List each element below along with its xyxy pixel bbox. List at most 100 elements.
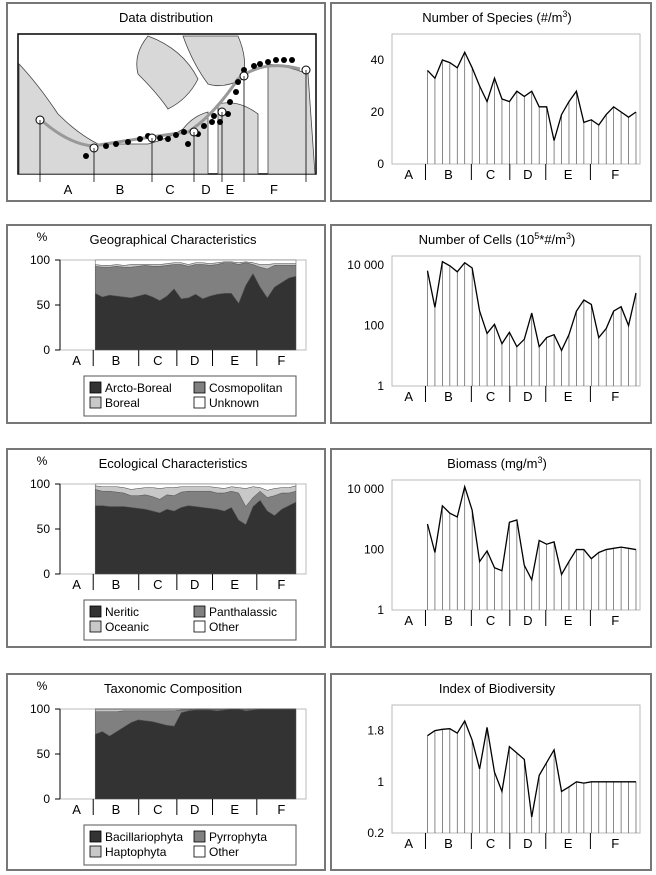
map-segment-label-d: D — [201, 182, 210, 197]
y-tick-label: 100 — [30, 477, 50, 491]
legend-box — [83, 375, 297, 417]
y-tick-label: 0 — [43, 792, 50, 806]
segment-label-b: B — [444, 389, 453, 404]
map-panel: Data distribution A B C D E F — [6, 2, 326, 202]
y-tick-label: 1.8 — [367, 724, 384, 738]
station-dot — [181, 129, 187, 135]
chart-title: Index of Biodiversity — [439, 681, 556, 696]
legend-label: Panthalassic — [209, 605, 277, 619]
segment-label-c: C — [153, 577, 162, 592]
segment-label-a: A — [404, 389, 413, 404]
y-tick-label: 100 — [30, 253, 50, 267]
segment-label-f: F — [611, 613, 619, 628]
segment-label-a: A — [72, 802, 81, 817]
station-dot — [273, 57, 279, 63]
segment-label-e: E — [564, 613, 573, 628]
legend-swatch — [193, 605, 206, 618]
legend-swatch — [193, 845, 206, 858]
map-segment-label-f: F — [270, 182, 278, 197]
segment-label-b: B — [444, 167, 453, 182]
map-segment-label-a: A — [64, 182, 73, 197]
geo-panel: Geographical Characteristics% 0 50 100 A B C D E… — [6, 224, 326, 424]
segment-label-b: B — [444, 836, 453, 851]
tax-chart: Taxonomic Composition% 0 50 100 A B C D E F Bacill… — [30, 679, 307, 866]
segment-label-c: C — [153, 353, 162, 368]
route-line — [39, 64, 301, 148]
data-line — [426, 484, 637, 582]
chart-title: Number of Species (#/m3) — [422, 9, 572, 25]
station-dot — [217, 119, 223, 125]
segment-label-f: F — [277, 577, 285, 592]
y-tick-label: 1 — [377, 603, 384, 617]
chart-title: Ecological Characteristics — [99, 456, 248, 471]
segment-label-d: D — [523, 613, 532, 628]
station-dot — [157, 135, 163, 141]
station-dot — [289, 57, 295, 63]
geo-chart: Geographical Characteristics% 0 50 100 A B C D E… — [30, 230, 307, 417]
cells-chart: Number of Cells (105*#/m3) 1 100 10 000 A B C D… — [347, 231, 641, 404]
y-tick-label: 10 000 — [347, 482, 384, 496]
station-dot — [185, 141, 191, 147]
segment-label-b: B — [444, 613, 453, 628]
station-dot — [225, 111, 231, 117]
land-shapes — [18, 35, 316, 175]
cells-panel: Number of Cells (105*#/m3) 1 100 10 000 A B C D… — [330, 224, 652, 424]
map-segment-axis: A B C D E F — [39, 70, 307, 197]
data-line — [427, 719, 636, 818]
station-dot — [241, 67, 247, 73]
legend-swatch — [89, 620, 102, 633]
station-dot — [83, 153, 89, 159]
legend-swatch — [89, 605, 102, 618]
chart-title: Taxonomic Composition — [104, 681, 242, 696]
station-dot — [201, 123, 207, 129]
legend-swatch — [193, 381, 206, 394]
legend-box — [83, 824, 297, 866]
segment-label-e: E — [230, 577, 239, 592]
segment-label-c: C — [486, 389, 495, 404]
species-chart: Number of Species (#/m3) 0 20 40 A B C D E F — [371, 9, 641, 182]
station-dot — [227, 99, 233, 105]
chart-title: Number of Cells (105*#/m3) — [419, 231, 576, 247]
segment-label-e: E — [564, 389, 573, 404]
eco-chart: Ecological Characteristics% 0 50 100 A B C D E F N… — [30, 454, 307, 641]
y-tick-label: 100 — [364, 543, 384, 557]
area-series-0 — [94, 499, 297, 575]
plot-area — [391, 479, 641, 611]
station-dot — [113, 141, 119, 147]
station-dot — [209, 119, 215, 125]
segment-label-b: B — [112, 802, 121, 817]
segment-label-a: A — [404, 836, 413, 851]
area-series-3 — [94, 259, 297, 266]
station-dot — [137, 136, 143, 142]
legend-label: Oceanic — [105, 620, 149, 634]
segment-label-c: C — [153, 802, 162, 817]
data-line — [427, 50, 637, 141]
segment-label-a: A — [72, 353, 81, 368]
segment-label-c: C — [486, 613, 495, 628]
segment-label-f: F — [611, 167, 619, 182]
legend-label: Neritic — [105, 605, 139, 619]
legend-label: Boreal — [105, 396, 140, 410]
y-tick-label: 100 — [364, 319, 384, 333]
legend-label: Bacillariophyta — [105, 830, 183, 844]
map-segment-label-b: B — [116, 182, 125, 197]
legend-label: Unknown — [209, 396, 259, 410]
map-segment-label-c: C — [165, 182, 174, 197]
y-tick-label: 1 — [377, 775, 384, 789]
segment-label-b: B — [112, 577, 121, 592]
chart-title: Biomass (mg/m3) — [447, 455, 547, 471]
segment-label-e: E — [230, 353, 239, 368]
chart-title: Geographical Characteristics — [90, 232, 257, 247]
biomass-chart: Biomass (mg/m3) 1 100 10 000 A B C D E F — [347, 455, 641, 628]
plot-area — [391, 704, 641, 834]
station-dot — [281, 57, 287, 63]
map-title: Data distribution — [119, 10, 213, 25]
station-dot — [265, 59, 271, 65]
segment-label-d: D — [190, 577, 199, 592]
station-dot — [251, 63, 257, 69]
segment-label-e: E — [564, 167, 573, 182]
legend-label: Pyrrophyta — [209, 830, 267, 844]
plot-area — [391, 33, 641, 165]
y-tick-label: 10 000 — [347, 258, 384, 272]
y-axis-label: % — [37, 679, 48, 693]
